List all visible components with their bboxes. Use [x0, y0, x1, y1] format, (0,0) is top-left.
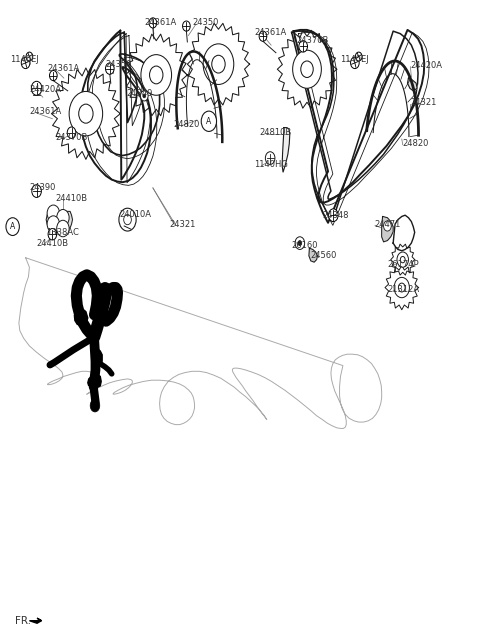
Circle shape: [212, 55, 225, 73]
Circle shape: [265, 152, 275, 165]
Polygon shape: [46, 211, 72, 228]
Circle shape: [141, 91, 148, 101]
Circle shape: [124, 214, 132, 225]
Circle shape: [69, 92, 103, 136]
Text: 24321: 24321: [410, 98, 436, 107]
Polygon shape: [29, 618, 41, 623]
Circle shape: [203, 44, 234, 85]
Circle shape: [106, 63, 114, 74]
Text: 24820: 24820: [403, 139, 429, 148]
Circle shape: [298, 240, 302, 245]
Circle shape: [48, 228, 57, 240]
Circle shape: [201, 111, 216, 132]
Circle shape: [119, 208, 136, 231]
Text: 26174P: 26174P: [387, 259, 419, 268]
Circle shape: [295, 237, 305, 249]
Text: 24361A: 24361A: [144, 18, 177, 27]
Circle shape: [259, 31, 267, 41]
Text: 1140EJ: 1140EJ: [340, 55, 369, 64]
Circle shape: [143, 94, 146, 98]
Circle shape: [398, 283, 405, 292]
Circle shape: [149, 18, 157, 28]
Circle shape: [293, 50, 322, 88]
Text: A: A: [10, 222, 15, 231]
Polygon shape: [88, 374, 101, 388]
Circle shape: [79, 104, 93, 123]
Text: 24820: 24820: [173, 120, 199, 129]
Polygon shape: [74, 308, 88, 326]
Text: 24410B: 24410B: [56, 194, 88, 203]
Circle shape: [150, 66, 163, 84]
Polygon shape: [408, 78, 417, 91]
Text: 24560: 24560: [311, 251, 337, 260]
Text: 24471: 24471: [374, 219, 400, 228]
Circle shape: [49, 71, 57, 81]
Text: 24348: 24348: [323, 211, 349, 219]
Circle shape: [301, 61, 313, 78]
Circle shape: [90, 399, 100, 412]
Circle shape: [299, 41, 308, 52]
Text: 24420A: 24420A: [29, 85, 61, 94]
Polygon shape: [382, 216, 393, 242]
Circle shape: [355, 52, 362, 61]
Polygon shape: [282, 128, 290, 172]
Text: 26160: 26160: [292, 240, 318, 249]
Circle shape: [400, 256, 405, 263]
Text: 1140HG: 1140HG: [254, 160, 288, 169]
Text: 24370B: 24370B: [297, 36, 329, 45]
Polygon shape: [93, 347, 102, 366]
Text: 24321: 24321: [169, 219, 195, 228]
Text: 24350: 24350: [192, 18, 218, 27]
Text: 24370B: 24370B: [56, 133, 88, 142]
Circle shape: [31, 81, 42, 95]
Polygon shape: [309, 248, 318, 262]
Circle shape: [47, 216, 60, 232]
Circle shape: [67, 127, 76, 139]
Text: 24361A: 24361A: [48, 64, 80, 73]
Circle shape: [57, 220, 69, 237]
Text: 24390: 24390: [29, 183, 56, 193]
Text: FR.: FR.: [15, 616, 31, 626]
Circle shape: [47, 205, 60, 221]
Text: 24350: 24350: [105, 60, 132, 69]
Text: 24349: 24349: [126, 90, 153, 99]
Circle shape: [32, 184, 41, 197]
Circle shape: [26, 52, 33, 61]
Text: 1338AC: 1338AC: [46, 228, 79, 237]
Circle shape: [394, 277, 409, 298]
Circle shape: [350, 57, 359, 69]
Text: 24361A: 24361A: [29, 107, 61, 116]
Text: 21312A: 21312A: [387, 285, 420, 294]
Text: 1140EJ: 1140EJ: [10, 55, 39, 64]
Circle shape: [397, 252, 408, 267]
Text: 24410B: 24410B: [36, 238, 69, 247]
Text: 24361A: 24361A: [254, 28, 287, 37]
Text: 24810B: 24810B: [259, 128, 291, 137]
Circle shape: [384, 221, 391, 231]
Circle shape: [6, 218, 19, 235]
Circle shape: [21, 57, 30, 69]
Circle shape: [328, 209, 338, 221]
Text: 24420A: 24420A: [410, 61, 442, 70]
Circle shape: [141, 55, 171, 95]
Circle shape: [57, 209, 69, 226]
Text: 24010A: 24010A: [120, 210, 151, 219]
Circle shape: [182, 21, 190, 31]
Text: A: A: [206, 117, 212, 126]
